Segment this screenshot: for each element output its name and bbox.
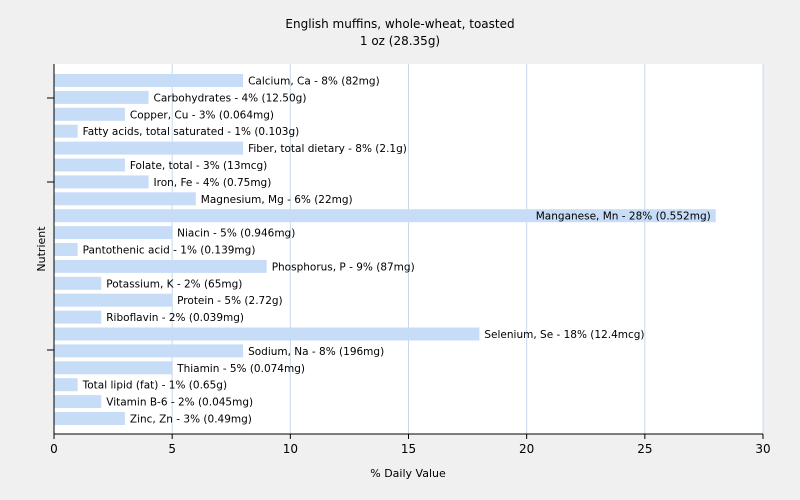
bar-label: Zinc, Zn - 3% (0.49mg): [130, 414, 252, 426]
bar: [54, 90, 149, 104]
bars-group: Calcium, Ca - 8% (82mg) Carbohydrates - 4…: [54, 74, 716, 426]
bar: [54, 74, 244, 87]
bar-label: Total lipid (fat) - 1% (0.65g): [82, 380, 227, 392]
bar: [54, 141, 244, 155]
bar: [54, 158, 125, 172]
bar-label: Phosphorus, P - 9% (87mg): [272, 261, 415, 273]
bar: [54, 192, 196, 206]
bar-label: Fatty acids, total saturated - 1% (0.103…: [83, 126, 300, 138]
x-axis-label: % Daily Value: [370, 467, 446, 480]
bar-label: Niacin - 5% (0.946mg): [177, 228, 295, 240]
y-axis-label: Nutrient: [35, 226, 48, 272]
x-tick-label: 30: [755, 442, 770, 456]
bar-label: Protein - 5% (2.72g): [177, 295, 283, 307]
bar-label: Calcium, Ca - 8% (82mg): [248, 76, 380, 88]
bar-label: Carbohydrates - 4% (12.50g): [154, 92, 307, 104]
bar: [54, 107, 125, 121]
x-tick-label: 10: [283, 442, 298, 456]
bar-label: Pantothenic acid - 1% (0.139mg): [83, 245, 256, 257]
bar: [54, 276, 102, 290]
bar: [54, 259, 267, 273]
bar: [54, 124, 78, 138]
bar: [54, 175, 149, 189]
chart-title: English muffins, whole-wheat, toasted: [285, 17, 514, 31]
bar: [54, 293, 173, 307]
bar-label: Manganese, Mn - 28% (0.552mg): [536, 211, 711, 223]
bar-label: Selenium, Se - 18% (12.4mcg): [484, 329, 644, 341]
bar-label: Riboflavin - 2% (0.039mg): [106, 312, 244, 324]
bar: [54, 378, 78, 392]
x-tick-label: 20: [519, 442, 534, 456]
x-tick-label: 15: [401, 442, 416, 456]
bar-label: Magnesium, Mg - 6% (22mg): [201, 194, 353, 206]
bar: [54, 226, 173, 240]
bar: [54, 395, 102, 409]
bar: [54, 310, 102, 324]
x-tick-label: 5: [168, 442, 176, 456]
bar: [54, 243, 78, 256]
bar-label: Iron, Fe - 4% (0.75mg): [154, 177, 272, 189]
axes-group: 0 5 10 15 20 25 30: [47, 64, 771, 456]
bar: [54, 412, 125, 425]
bar-label: Folate, total - 3% (13mcg): [130, 160, 267, 172]
bar-label: Fiber, total dietary - 8% (2.1g): [248, 143, 407, 155]
bar-label: Thiamin - 5% (0.074mg): [176, 363, 305, 375]
bar: [54, 209, 716, 223]
bar: [54, 344, 244, 358]
x-tick-label: 0: [50, 442, 58, 456]
bar: [54, 327, 480, 341]
bar-label: Sodium, Na - 8% (196mg): [248, 346, 384, 358]
bar: [54, 361, 173, 375]
bar-label: Vitamin B-6 - 2% (0.045mg): [106, 397, 253, 409]
chart-subtitle: 1 oz (28.35g): [360, 34, 440, 48]
x-tick-label: 25: [637, 442, 652, 456]
bar-label: Copper, Cu - 3% (0.064mg): [130, 109, 274, 121]
bar-label: Potassium, K - 2% (65mg): [106, 278, 242, 290]
